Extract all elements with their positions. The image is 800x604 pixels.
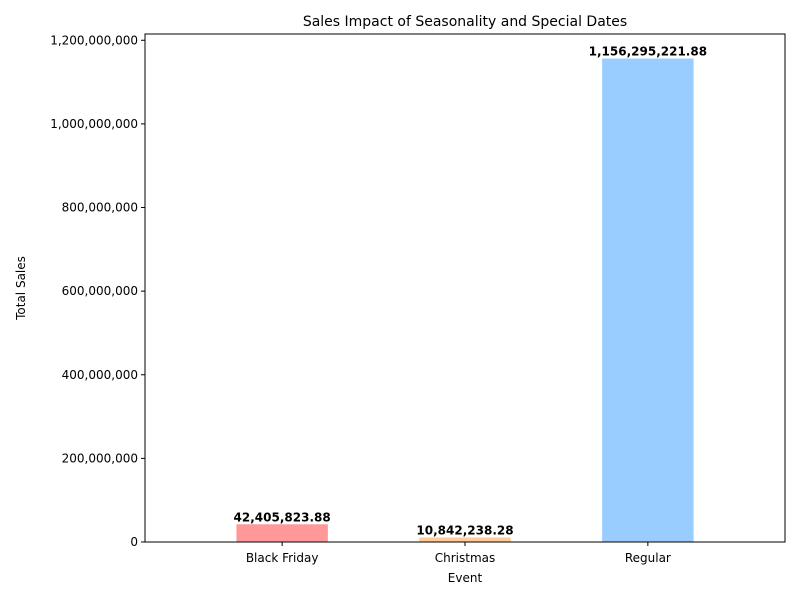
bar-value-label: 1,156,295,221.88 (589, 45, 707, 59)
bar (236, 524, 328, 542)
x-tick-label: Black Friday (246, 551, 319, 565)
bar-value-label: 10,842,238.28 (416, 523, 513, 537)
y-tick-label: 0 (130, 535, 138, 549)
y-tick-label: 1,200,000,000 (50, 33, 138, 47)
bar (602, 58, 694, 542)
y-tick-label: 800,000,000 (62, 201, 138, 215)
bar-value-label: 42,405,823.88 (234, 510, 331, 524)
y-tick-label: 1,000,000,000 (50, 117, 138, 131)
y-tick-label: 600,000,000 (62, 284, 138, 298)
y-axis-label: Total Sales (14, 256, 28, 321)
x-tick-label: Christmas (435, 551, 496, 565)
x-tick-label: Regular (625, 551, 671, 565)
y-tick-label: 400,000,000 (62, 368, 138, 382)
plot-frame (144, 33, 786, 543)
y-axis: 0 200,000,000 400,000,000 600,000,000 800,00… (50, 33, 145, 549)
bars (236, 58, 694, 542)
x-axis: Black Friday Christmas Regular (246, 542, 671, 565)
chart-title: Sales Impact of Seasonality and Special … (303, 14, 627, 30)
y-tick-label: 200,000,000 (62, 451, 138, 465)
x-axis-label: Event (448, 571, 483, 585)
data-labels: 42,405,823.88 10,842,238.28 1,156,295,221.… (234, 45, 708, 538)
bar (419, 537, 511, 542)
